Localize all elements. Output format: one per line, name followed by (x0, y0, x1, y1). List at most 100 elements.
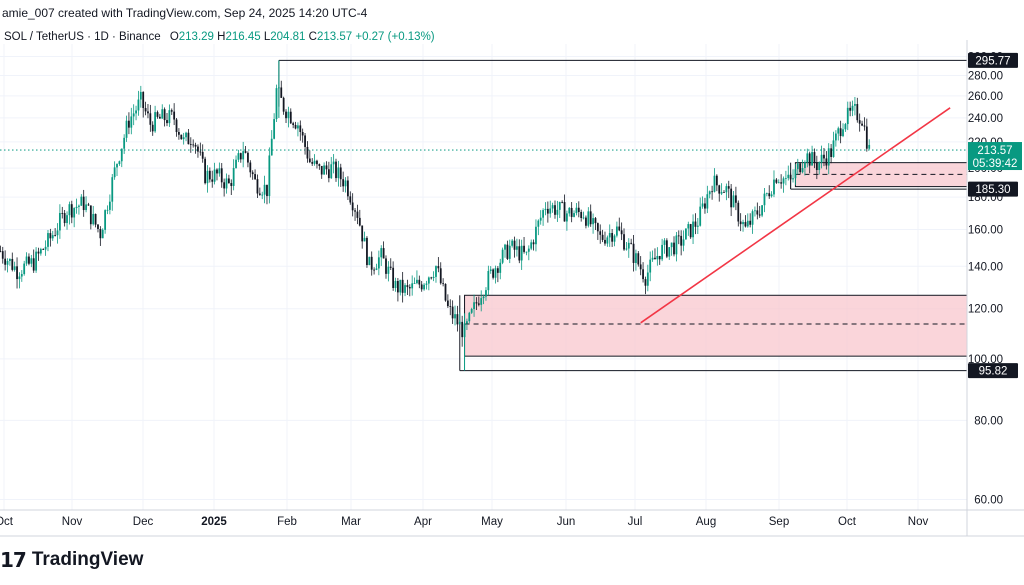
candle-body (104, 210, 107, 230)
candle-body (651, 257, 654, 260)
last-price-dot (128, 149, 130, 151)
candle-body (208, 170, 211, 180)
candle-body (416, 279, 418, 284)
candle-body (523, 245, 525, 252)
last-price-dot (940, 149, 942, 151)
last-price-dot (920, 149, 922, 151)
last-price-dot (228, 149, 230, 151)
candle-body (815, 162, 818, 171)
candle-body (132, 113, 135, 117)
last-price-dot (240, 149, 242, 151)
candle-body (446, 300, 449, 307)
last-price-dot (144, 149, 146, 151)
last-price-dot (448, 149, 450, 151)
candle-body (606, 237, 609, 244)
last-price-dot (172, 149, 174, 151)
last-price-dot (688, 149, 690, 151)
candle-body (413, 283, 416, 284)
last-price-dot (80, 149, 82, 151)
candle-body (270, 138, 273, 156)
last-price-dot (764, 149, 766, 151)
tradingview-logo-icon: 17 (0, 548, 27, 572)
candle-body (258, 193, 261, 195)
candle-body (42, 249, 45, 250)
candle-body (763, 193, 766, 206)
last-price-dot (196, 149, 198, 151)
candle-body (577, 207, 580, 213)
candle-body (656, 255, 659, 260)
last-price-dot (560, 149, 562, 151)
candle-body (554, 205, 556, 215)
last-price-dot (136, 149, 138, 151)
candle-body (520, 245, 523, 261)
candle-body (392, 267, 395, 288)
last-price-dot (100, 149, 102, 151)
last-price-dot (792, 149, 794, 151)
last-price-dot (692, 149, 694, 151)
last-price-dot (440, 149, 442, 151)
last-price-dot (880, 149, 882, 151)
last-price-dot (892, 149, 894, 151)
last-price-dot (204, 149, 206, 151)
last-price-dot (752, 149, 754, 151)
candle-body (85, 204, 87, 211)
candle-body (282, 97, 285, 112)
last-price-dot (364, 149, 366, 151)
candle-body (749, 220, 752, 225)
last-price-dot (676, 149, 678, 151)
candle-body (137, 99, 140, 111)
last-price-dot (72, 149, 74, 151)
candle-body (806, 153, 809, 163)
candle-body (727, 186, 730, 189)
last-price-dot (552, 149, 554, 151)
candle-body (320, 165, 323, 175)
x-tick-label: Nov (62, 516, 83, 528)
candle-body (654, 257, 656, 260)
candle-body (154, 112, 157, 132)
candle-body (294, 124, 297, 129)
last-price-dot (488, 149, 490, 151)
candle-body (804, 162, 806, 169)
candle-body (468, 312, 471, 322)
last-price-dot (544, 149, 546, 151)
candle-body (75, 206, 78, 209)
candle-body (89, 205, 92, 225)
last-price-dot (740, 149, 742, 151)
candle-body (49, 233, 52, 239)
candle-body (218, 168, 221, 174)
candlesticks (0, 60, 871, 371)
candle-body (620, 230, 623, 235)
candle-body (308, 158, 311, 163)
candle-body (594, 218, 597, 224)
candle-body (227, 178, 230, 184)
last-price-dot (908, 149, 910, 151)
last-price-dot (736, 149, 738, 151)
candle-body (432, 276, 435, 278)
candle-body (513, 240, 516, 250)
candle-body (380, 248, 383, 258)
last-price-dot (424, 149, 426, 151)
candle-body (777, 182, 780, 184)
candle-body (625, 248, 628, 250)
candle-body (354, 210, 356, 212)
last-price-dot (492, 149, 494, 151)
tradingview-logo[interactable]: 17 TradingView (0, 548, 143, 572)
candle-body (784, 178, 787, 179)
candle-body (639, 264, 642, 270)
candle-body (106, 209, 109, 211)
candle-body (128, 120, 130, 128)
candle-body (787, 174, 790, 179)
candle-body (587, 211, 590, 226)
candle-body (4, 258, 7, 265)
candle-body (768, 193, 771, 197)
last-price-dot (952, 149, 954, 151)
last-price-dot (520, 149, 522, 151)
last-price-dot (384, 149, 386, 151)
last-price-dot (192, 149, 194, 151)
symbol-label[interactable]: SOL / TetherUS · 1D · Binance (4, 31, 161, 43)
candle-body (458, 321, 461, 325)
last-price-dot (468, 149, 470, 151)
last-price-dot (724, 149, 726, 151)
candle-body (180, 134, 183, 140)
